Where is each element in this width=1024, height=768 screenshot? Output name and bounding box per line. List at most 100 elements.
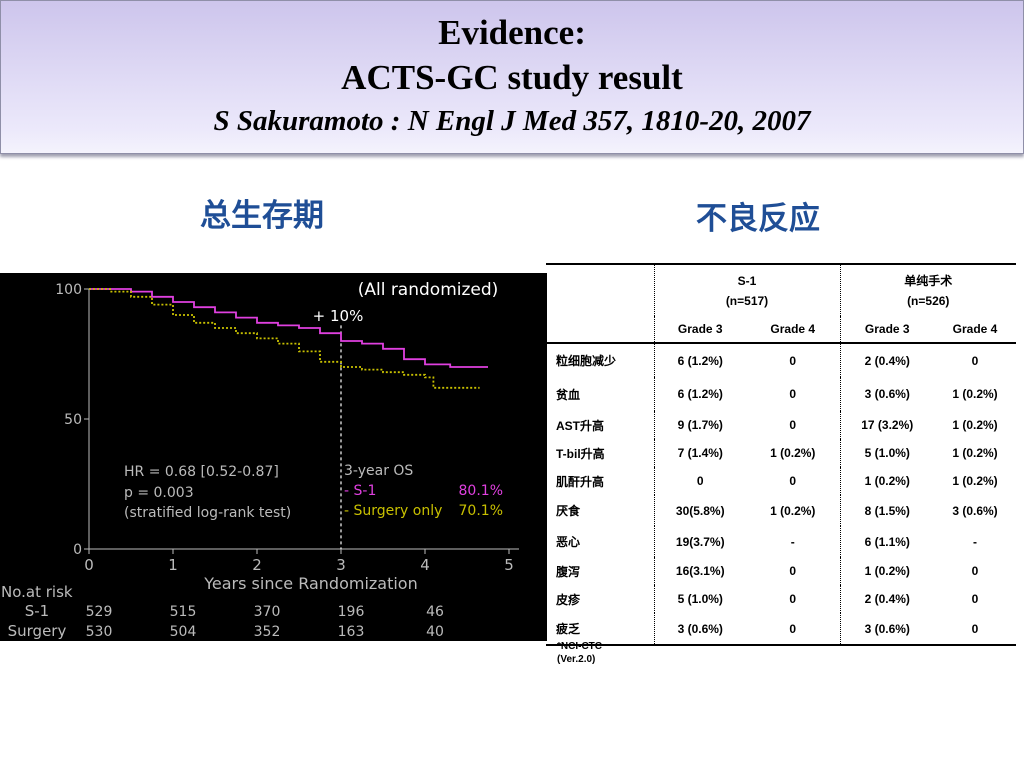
table-cell: 0 xyxy=(971,353,979,368)
table-cell: 0 xyxy=(789,387,797,401)
grade-header-blank xyxy=(546,316,654,344)
footnote: *NCI-CTC (Ver.2.0) xyxy=(557,640,602,666)
table-cell: 1 (0.2%) xyxy=(952,446,998,460)
group-surgery-name: 单纯手术 xyxy=(904,273,953,288)
row-label: 厌食 xyxy=(556,504,581,518)
surgery-legend-label: - Surgery only xyxy=(344,503,442,519)
table-cell: - xyxy=(790,534,795,549)
group-surgery-header: 单纯手术 (n=526) xyxy=(839,263,1016,316)
group-s1-header: S-1 (n=517) xyxy=(653,263,840,316)
table-cell: 30(5.8%) xyxy=(653,495,746,526)
group-s1-name: S-1 xyxy=(737,273,757,288)
table-cell: 1 (0.2%) xyxy=(952,418,998,432)
table-row: T-bil升高 7 (1.4%) 1 (0.2%) 5 (1.0%) 1 (0.2%) xyxy=(546,439,1016,467)
at-risk-value: 196 xyxy=(338,604,365,620)
table-cell: 2 (0.4%) xyxy=(839,343,934,377)
table-cell: 6 (1.2%) xyxy=(653,343,746,377)
table-cell: 1 (0.2%) xyxy=(770,503,816,518)
at-risk-value: 46 xyxy=(426,604,444,620)
footnote-line1: *NCI-CTC xyxy=(557,641,602,652)
group-s1-n: (n=517) xyxy=(725,293,769,308)
slide-subtitle: ACTS-GC study result xyxy=(341,58,683,97)
table-cell: 6 (1.2%) xyxy=(653,377,746,411)
table-cell: 3 (0.6%) xyxy=(839,613,934,646)
table-cell: 0 xyxy=(789,474,797,488)
slide-title: Evidence: xyxy=(438,13,586,52)
table-cell: 0 xyxy=(934,613,1016,646)
gain-annotation: + 10% xyxy=(313,307,364,325)
table-row: 厌食 30(5.8%) 1 (0.2%) 8 (1.5%) 3 (0.6%) xyxy=(546,495,1016,526)
x-tick-label: 3 xyxy=(336,556,346,574)
s1-os-value: 80.1% xyxy=(459,483,503,499)
p-value-text: p = 0.003 xyxy=(124,485,194,501)
at-risk-value: 529 xyxy=(86,604,113,620)
table-cell: 1 (0.2%) xyxy=(952,474,998,488)
table-row: AST升高 9 (1.7%) 0 17 (3.2%) 1 (0.2%) xyxy=(546,411,1016,439)
table-cell: 1 (0.2%) xyxy=(770,446,816,460)
table-cell: 17 (3.2%) xyxy=(839,411,934,439)
row-label: 粒细胞减少 xyxy=(556,354,617,368)
row-label: T-bil升高 xyxy=(556,446,605,461)
grade-header: Grade 3 xyxy=(653,316,746,344)
y-tick-label: 100 xyxy=(55,282,82,298)
table-cell: 8 (1.5%) xyxy=(839,495,934,526)
row-label: 腹泻 xyxy=(556,564,581,579)
adverse-events-body: 粒细胞减少 6 (1.2%) 0 2 (0.4%) 0 贫血 6 (1.2%) 0 3 (0.6… xyxy=(546,343,1016,646)
table-cell: 0 xyxy=(653,467,746,495)
at-risk-value: 352 xyxy=(254,624,281,640)
grade-header-row: Grade 3 Grade 4 Grade 3 Grade 4 xyxy=(546,316,1016,344)
survival-chart: 0 50 100 0 1 2 3 4 5 (All randomized) + 10% HR = 0.… xyxy=(1,280,519,640)
y-tick-label: 0 xyxy=(73,542,82,558)
row-label: AST升高 xyxy=(556,418,605,433)
grade-header: Grade 4 xyxy=(934,316,1016,344)
table-cell: 0 xyxy=(789,564,797,578)
table-cell: 0 xyxy=(971,592,979,606)
row-label: 肌酐升高 xyxy=(556,474,605,489)
table-cell: 9 (1.7%) xyxy=(653,411,746,439)
x-tick-label: 4 xyxy=(420,556,430,574)
x-tick-label: 2 xyxy=(252,556,262,574)
table-cell: 16(3.1%) xyxy=(653,557,746,585)
table-cell: 5 (1.0%) xyxy=(653,585,746,613)
table-cell: 0 xyxy=(746,613,840,646)
table-row: 恶心 19(3.7%) - 6 (1.1%) - xyxy=(546,526,1016,557)
title-banner: Evidence: ACTS-GC study result S Sakuram… xyxy=(0,0,1024,154)
survival-chart-panel: 0 50 100 0 1 2 3 4 5 (All randomized) + 10% HR = 0.… xyxy=(0,273,547,641)
table-cell: 1 (0.2%) xyxy=(839,557,934,585)
footnote-line2: (Ver.2.0) xyxy=(557,654,596,665)
table-cell: 3 (0.6%) xyxy=(653,613,746,646)
corner-cell xyxy=(546,263,654,316)
x-tick-label: 5 xyxy=(504,556,514,574)
row-label: 恶心 xyxy=(556,535,581,549)
at-risk-value: 40 xyxy=(426,624,444,640)
x-axis-label: Years since Randomization xyxy=(203,574,417,593)
s1-legend-label: - S-1 xyxy=(344,483,376,499)
y-tick-label: 50 xyxy=(64,412,82,428)
table-cell: 6 (1.1%) xyxy=(839,526,934,557)
table-cell: 7 (1.4%) xyxy=(653,439,746,467)
adverse-events-table: S-1 (n=517) 单纯手术 (n=526) Grade 3 Grade 4… xyxy=(546,263,1016,646)
table-row: 腹泻 16(3.1%) 0 1 (0.2%) 0 xyxy=(546,557,1016,585)
at-risk-row-label: Surgery xyxy=(8,622,67,640)
at-risk-row-label: S-1 xyxy=(25,602,49,620)
test-text: (stratified log-rank test) xyxy=(124,505,291,521)
row-label: 皮疹 xyxy=(556,592,581,607)
table-cell: 0 xyxy=(789,592,797,606)
table-cell: 2 (0.4%) xyxy=(839,585,934,613)
table-row: 贫血 6 (1.2%) 0 3 (0.6%) 1 (0.2%) xyxy=(546,377,1016,411)
adverse-events-heading: 不良反应 xyxy=(696,201,820,237)
row-label: 疲乏 xyxy=(546,613,654,646)
os-title: 3-year OS xyxy=(344,463,413,479)
table-cell: 3 (0.6%) xyxy=(839,377,934,411)
group-surgery-n: (n=526) xyxy=(907,293,950,308)
citation: S Sakuramoto : N Engl J Med 357, 1810-20… xyxy=(213,105,811,137)
table-cell: 1 (0.2%) xyxy=(839,467,934,495)
at-risk-title: No.at risk xyxy=(1,583,73,601)
overall-survival-heading: 总生存期 xyxy=(200,198,324,234)
at-risk-value: 370 xyxy=(254,604,281,620)
chart-title: (All randomized) xyxy=(358,280,499,300)
at-risk-value: 530 xyxy=(86,624,113,640)
hr-text: HR = 0.68 [0.52-0.87] xyxy=(124,464,279,480)
table-cell: 0 xyxy=(971,564,979,578)
table-cell: 0 xyxy=(789,418,797,432)
